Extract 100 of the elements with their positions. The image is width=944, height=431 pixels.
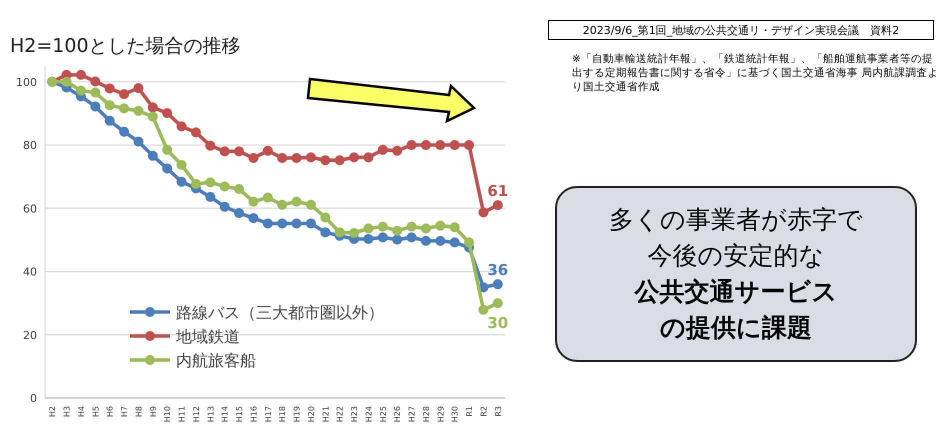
x-tick-label: H4: [76, 406, 86, 418]
point: [292, 153, 302, 164]
point: [133, 83, 144, 94]
x-tick-label: H10: [163, 406, 172, 422]
point: [220, 181, 230, 192]
point: [220, 146, 230, 156]
legend-label: 内航旅客船: [176, 351, 256, 370]
point: [76, 70, 86, 80]
x-tick-label: H28: [422, 406, 431, 422]
point: [363, 152, 374, 162]
point: [378, 222, 388, 232]
point: [234, 184, 244, 194]
point: [306, 200, 316, 210]
point: [248, 213, 258, 224]
x-tick-label: H18: [278, 406, 288, 422]
point: [234, 208, 244, 218]
point: [104, 116, 115, 126]
point: [162, 108, 172, 118]
text: 公共交通サービス: [633, 276, 838, 308]
x-tick-label: R1: [465, 406, 474, 417]
point: [292, 196, 302, 207]
point: [435, 220, 446, 231]
x-tick-label: H23: [350, 406, 360, 422]
point: [320, 155, 330, 166]
point: [363, 234, 374, 244]
x-tick-label: H20: [306, 406, 316, 422]
text: 2023/9/6_第1回_地域の公共交通リ・デザイン実現会議 資料2: [548, 20, 934, 40]
point: [320, 227, 330, 238]
point: [478, 304, 488, 315]
point: [450, 237, 460, 248]
point: [90, 101, 100, 112]
point: [392, 234, 402, 245]
point: [277, 218, 288, 228]
legend-label: 路線バス（三大都市圏以外）: [176, 303, 384, 322]
point: [464, 237, 474, 248]
chart-title: H2=100とした場合の推移: [10, 35, 241, 57]
y-tick-label: 100: [16, 76, 37, 89]
point: [435, 236, 446, 246]
point: [248, 196, 258, 207]
x-tick-label: H15: [235, 406, 244, 422]
point: [104, 83, 115, 94]
y-tick-label: 40: [23, 266, 37, 279]
point: [90, 88, 100, 98]
point: [148, 102, 158, 112]
point: [492, 279, 503, 290]
data-label: 61: [487, 182, 508, 200]
x-tick-label: H3: [62, 406, 72, 418]
point: [234, 146, 244, 156]
point: [378, 232, 388, 242]
point: [148, 112, 158, 122]
point: [205, 177, 216, 188]
point: [262, 192, 273, 203]
point: [133, 106, 144, 116]
point: [119, 89, 130, 100]
x-tick-label: H30: [450, 406, 460, 422]
point: [334, 227, 345, 238]
point: [262, 218, 273, 228]
point: [119, 126, 130, 137]
point: [420, 236, 431, 246]
x-tick-label: H29: [436, 406, 446, 422]
point: [320, 212, 330, 222]
x-tick-label: H12: [192, 406, 201, 422]
x-tick-label: H22: [336, 406, 345, 422]
point: [392, 146, 402, 156]
x-tick-label: H21: [321, 406, 330, 422]
point: [306, 152, 316, 162]
text: 多くの事業者が赤字で: [608, 204, 864, 236]
point: [205, 140, 216, 151]
text: の提供に課題: [659, 312, 813, 344]
text: 今後の安定的な: [646, 240, 826, 272]
x-tick-label: H7: [120, 406, 130, 418]
point: [406, 140, 417, 150]
point: [104, 100, 115, 110]
x-tick-label: H14: [220, 406, 230, 422]
point: [277, 200, 288, 210]
x-tick-label: H6: [106, 406, 115, 418]
data-label: 36: [487, 261, 508, 280]
point: [176, 176, 187, 187]
x-tick-label: H24: [364, 406, 374, 422]
point: [248, 153, 258, 164]
x-tick-label: R2: [479, 406, 488, 417]
point: [378, 144, 388, 155]
point: [176, 121, 187, 132]
point: [420, 140, 431, 150]
x-tick-label: H25: [378, 406, 388, 422]
point: [478, 207, 488, 218]
x-tick-label: R3: [494, 406, 503, 417]
point: [90, 76, 100, 86]
point: [492, 298, 503, 308]
x-tick-label: H11: [178, 406, 187, 422]
point: [76, 86, 86, 96]
point: [450, 222, 460, 232]
point: [262, 146, 273, 156]
point: [464, 140, 474, 150]
x-tick-label: H19: [292, 406, 302, 422]
point: [162, 144, 172, 155]
point: [190, 178, 201, 189]
point: [277, 153, 288, 164]
point: [450, 140, 460, 150]
point: [62, 76, 72, 87]
